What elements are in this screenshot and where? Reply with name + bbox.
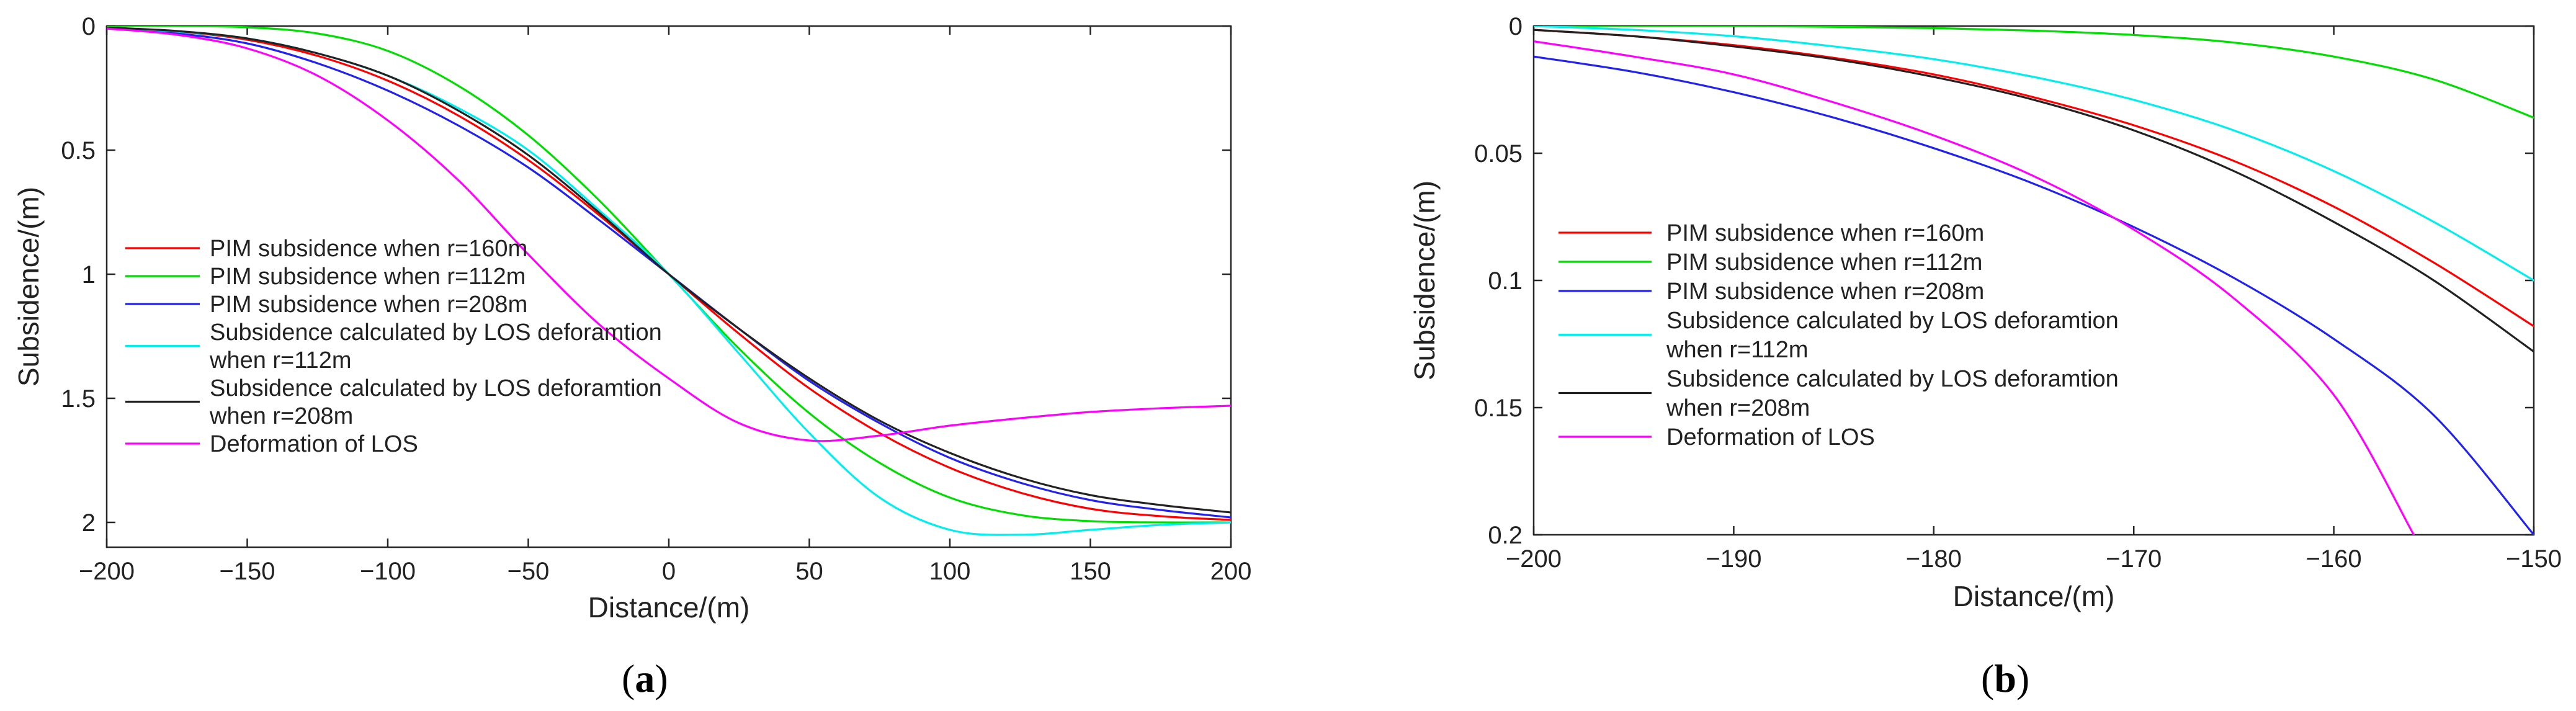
series-line-5 <box>1534 29 2534 353</box>
legend-entry-text: PIM subsidence when r=112m <box>1666 249 1982 275</box>
y-tick-label: 0.1 <box>1488 267 1523 295</box>
panel-label-part: ) <box>2016 656 2029 700</box>
series-line-6 <box>107 27 1231 442</box>
x-tick-label: −170 <box>2106 545 2162 573</box>
legend-entry-text: PIM subsidence when r=160m <box>210 236 527 262</box>
chart-panel-b: −200 −190 −180 −170 −160 −150 0 0.05 0.1 0.15 0.2 D… <box>1408 13 2562 700</box>
series-line-6 <box>1534 40 2415 535</box>
panel-label: (b) <box>1981 656 2029 700</box>
x-tick-label: 150 <box>1070 558 1111 585</box>
y-tick-label: 1 <box>82 261 96 288</box>
panel-label-part: ) <box>655 656 668 700</box>
legend-entry-text: when r=112m <box>209 347 351 373</box>
y-tick-label: 1.5 <box>61 385 96 413</box>
plot-area <box>1534 26 2534 535</box>
series-line-1 <box>1534 29 2534 328</box>
legend-entry-text: PIM subsidence when r=208m <box>210 292 527 318</box>
legend-entry-text: Subsidence calculated by LOS deforamtion <box>1666 308 2119 334</box>
x-axis-label: Distance/(m) <box>1953 580 2115 612</box>
y-tick-label: 0.15 <box>1474 395 1523 422</box>
series-line-3 <box>1534 55 2534 535</box>
series-line-2 <box>1534 26 2534 119</box>
y-tick-label: 0 <box>82 13 96 40</box>
panel-label-part: ( <box>622 656 635 700</box>
legend-entry-text: Subsidence calculated by LOS deforamtion <box>210 320 662 346</box>
y-tick-label: 0.05 <box>1474 140 1523 168</box>
x-axis-label: Distance/(m) <box>588 591 750 624</box>
x-tick-label: −200 <box>79 558 135 585</box>
x-tick-label: 100 <box>929 558 971 585</box>
legend-entry-text: Subsidence calculated by LOS deforamtion <box>1666 366 2119 392</box>
legend-entry-text: PIM subsidence when r=112m <box>210 264 525 290</box>
y-axis-label: Subsidence/(m) <box>12 187 45 387</box>
panel-label-part: a <box>635 656 655 700</box>
x-tick-label: −180 <box>1906 545 1962 573</box>
legend: PIM subsidence when r=160m PIM subsidence… <box>1559 220 2119 450</box>
legend-entry-text: when r=208m <box>209 403 353 429</box>
x-tick-label: −160 <box>2306 545 2362 573</box>
legend-entry-text: Subsidence calculated by LOS deforamtion <box>210 375 662 401</box>
y-axis-label: Subsidence/(m) <box>1408 181 1441 380</box>
series-line-4 <box>1534 26 2534 282</box>
legend-entry-text: Deformation of LOS <box>1666 424 1875 450</box>
plot-area <box>107 26 1231 536</box>
legend-entry-text: PIM subsidence when r=208m <box>1666 279 1984 305</box>
x-tick-label: 0 <box>662 558 676 585</box>
legend-entry-text: Deformation of LOS <box>210 431 418 457</box>
x-tick-label: 50 <box>795 558 823 585</box>
y-tick-label: 0.5 <box>61 137 96 164</box>
y-tick-label: 0 <box>1509 13 1523 40</box>
x-tick-label: −200 <box>1506 545 1562 573</box>
panel-label-part: b <box>1994 656 2016 700</box>
panel-label: (a) <box>622 656 668 700</box>
y-tick-label: 0.2 <box>1488 522 1523 549</box>
x-tick-label: −100 <box>360 558 416 585</box>
legend-entry-text: when r=208m <box>1666 395 1810 421</box>
x-tick-label: −150 <box>219 558 275 585</box>
x-tick-label: −50 <box>508 558 550 585</box>
legend-entry-text: PIM subsidence when r=160m <box>1666 220 1984 246</box>
legend-entry-text: when r=112m <box>1666 337 1808 363</box>
x-tick-label: −190 <box>1706 545 1761 573</box>
series-line-5 <box>107 26 1231 514</box>
y-tick-label: 2 <box>82 509 96 537</box>
x-tick-label: 200 <box>1210 558 1252 585</box>
x-tick-label: −150 <box>2506 545 2562 573</box>
chart-panel-a: −200 −150 −100 −50 0 50 100 150 200 0 0.5 1 1.5 2 Dist… <box>12 13 1251 700</box>
panel-label-part: ( <box>1981 656 1994 700</box>
